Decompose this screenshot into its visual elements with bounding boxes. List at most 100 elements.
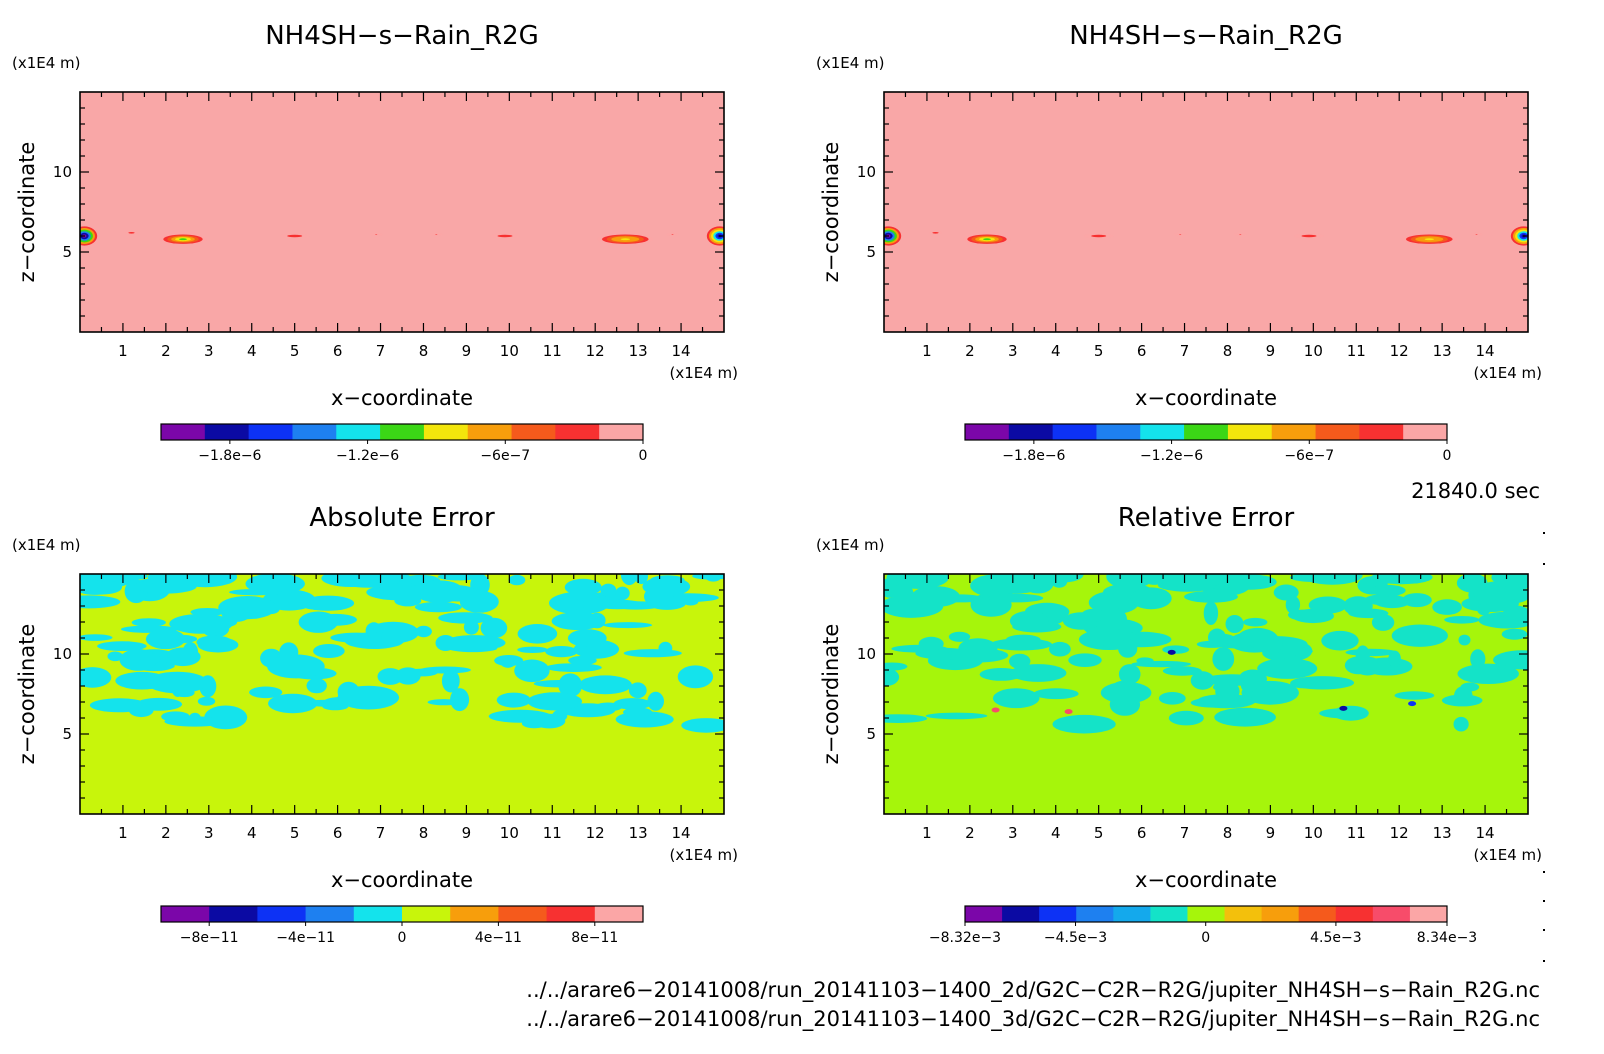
x-tick-label: 11 xyxy=(543,342,562,360)
colorbar-tick-label: 0 xyxy=(1201,930,1210,946)
contour-level xyxy=(1167,649,1176,655)
noise-patch xyxy=(1130,587,1172,610)
x-tick-label: 12 xyxy=(1390,824,1409,842)
x-axis-label: x−coordinate xyxy=(1135,868,1277,892)
y-axis: 5 10 xyxy=(53,589,724,799)
x-tick-label: 14 xyxy=(672,824,691,842)
noise-patch xyxy=(514,659,550,683)
noise-patch xyxy=(939,594,984,603)
contour-level xyxy=(375,234,378,235)
colorbar-segment xyxy=(1039,906,1077,922)
colorbar-tick-label: −4.5e−3 xyxy=(1044,930,1107,946)
x-tick-label: 6 xyxy=(1137,824,1147,842)
colorbar-tick-label: −1.2e−6 xyxy=(1140,448,1203,464)
x-axis: 1 2 3 4 5 6 7 8 9 10 11 12 13 14 xyxy=(100,574,704,842)
noise-patch xyxy=(1273,584,1299,601)
colorbar-tick-label: 8e−11 xyxy=(571,930,618,946)
noise-patch xyxy=(986,574,1045,594)
contour-level xyxy=(1306,235,1312,237)
feature-contour xyxy=(991,707,1000,713)
y-axis-label: z−coordinate xyxy=(15,624,39,765)
noise-patch xyxy=(517,646,548,653)
colorbar: −8.32e−3 −4.5e−3 0 4.5e−3 8.34e−3 xyxy=(929,905,1477,946)
noise-patch xyxy=(946,648,1009,663)
colorbar-tick-label: −1.8e−6 xyxy=(1002,448,1065,464)
x-tick-label: 13 xyxy=(629,824,648,842)
noise-patch xyxy=(1364,594,1406,606)
noise-patch xyxy=(1052,714,1116,734)
x-unit-label: (x1E4 m) xyxy=(669,364,738,382)
colorbar-segment xyxy=(450,906,499,922)
noise-patch xyxy=(911,586,960,608)
feature-contour xyxy=(159,233,207,245)
x-tick-label: 3 xyxy=(1008,824,1018,842)
y-axis-label: z−coordinate xyxy=(819,142,843,283)
noise-patch xyxy=(415,625,432,638)
noise-patch xyxy=(441,669,460,693)
noise-patch xyxy=(249,686,283,699)
x-tick-label: 5 xyxy=(1094,824,1104,842)
noise-patch xyxy=(568,655,597,666)
contour-level xyxy=(1475,234,1478,235)
feature-contour xyxy=(429,232,443,236)
colorbar-segment xyxy=(1113,906,1151,922)
noise-patch xyxy=(419,666,471,674)
feature-contour xyxy=(1510,226,1528,246)
x-axis: 1 2 3 4 5 6 7 8 9 10 11 12 13 14 xyxy=(100,92,704,360)
colorbar-segment xyxy=(161,424,206,440)
colorbar-segment xyxy=(161,906,210,922)
colorbar-segment xyxy=(1184,424,1229,440)
y-tick-label: 10 xyxy=(857,645,876,663)
noise-patch xyxy=(1049,641,1071,657)
colorbar-segment xyxy=(546,906,596,922)
contour-level xyxy=(292,235,298,237)
noise-patch xyxy=(1290,676,1355,690)
colorbar-frame xyxy=(160,423,644,441)
colorbar: −1.8e−6 −1.2e−6 −6e−7 0 xyxy=(160,423,647,464)
x-axis-label: x−coordinate xyxy=(331,386,473,410)
noise-patch xyxy=(1085,639,1107,647)
x-tick-label: 2 xyxy=(965,824,975,842)
panel-p3: Absolute Error(x1E4 m)1 2 3 4 5 6 7 8 9 10 11 12 13 1… xyxy=(12,503,738,946)
noise-patch xyxy=(1249,575,1268,589)
x-tick-label: 1 xyxy=(922,824,932,842)
colorbar-segment xyxy=(1096,424,1141,440)
noise-patch xyxy=(1432,599,1462,615)
colorbar-segment xyxy=(1187,906,1226,922)
noise-patch xyxy=(1477,603,1491,616)
noise-patch xyxy=(578,675,632,695)
noise-patch xyxy=(1214,707,1276,727)
noise-patch xyxy=(1391,624,1448,647)
noise-patch xyxy=(229,589,283,596)
noise-patch xyxy=(501,659,515,668)
noise-patch xyxy=(188,712,202,726)
feature-contour xyxy=(1339,705,1348,711)
noise-patch xyxy=(1402,593,1432,608)
x-tick-label: 11 xyxy=(1347,342,1366,360)
noise-patch xyxy=(1184,590,1238,603)
feature-contour xyxy=(1470,232,1483,236)
contour-level xyxy=(671,234,674,235)
noise-patch xyxy=(992,688,1040,709)
noise-patch xyxy=(146,671,208,694)
noise-patch xyxy=(330,632,383,643)
contour-level xyxy=(1096,235,1102,237)
contour-level xyxy=(435,234,438,235)
colorbar-segment xyxy=(965,424,1010,440)
x-tick-label: 10 xyxy=(500,824,519,842)
x-axis-label: x−coordinate xyxy=(331,868,473,892)
noise-patch xyxy=(1012,620,1062,633)
colorbar-frame xyxy=(964,423,1448,441)
contour-level xyxy=(1424,238,1435,241)
y-axis: 5 10 xyxy=(857,589,1528,799)
colorbar-segment xyxy=(1298,906,1337,922)
noise-patch xyxy=(1457,663,1519,684)
noise-patch xyxy=(315,613,357,626)
noise-patch xyxy=(438,612,493,624)
y-axis-label: z−coordinate xyxy=(819,624,843,765)
noise-patch xyxy=(545,646,578,658)
noise-patch xyxy=(647,691,664,711)
colorbar-segment xyxy=(1261,906,1300,922)
noise-patch xyxy=(450,688,470,712)
